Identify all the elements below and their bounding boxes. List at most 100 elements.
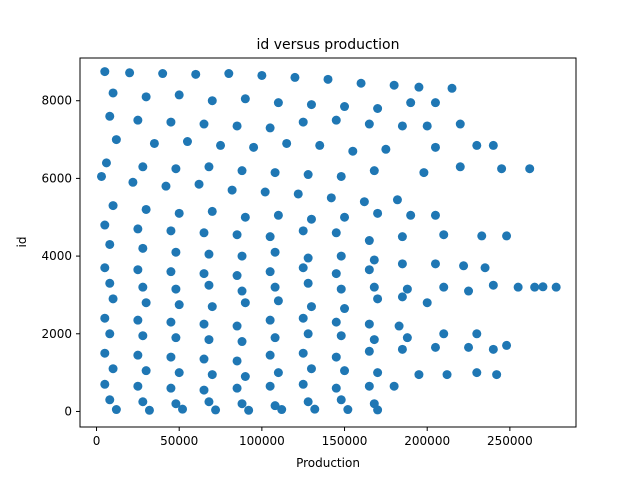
scatter-point — [439, 329, 449, 339]
chart-title: id versus production — [257, 37, 400, 53]
scatter-point — [133, 115, 143, 125]
y-axis-label: id — [15, 237, 29, 248]
scatter-point — [108, 294, 118, 304]
scatter-point — [100, 379, 110, 389]
scatter-point — [298, 313, 308, 323]
scatter-point — [199, 228, 209, 238]
scatter-point — [232, 121, 242, 131]
scatter-point — [298, 348, 308, 358]
scatter-point — [406, 98, 416, 108]
scatter-point — [336, 331, 346, 341]
plot-frame — [79, 57, 577, 428]
scatter-point — [237, 166, 247, 176]
scatter-point — [270, 168, 280, 178]
scatter-point — [373, 103, 383, 113]
scatter-point — [211, 405, 221, 415]
scatter-point — [397, 121, 407, 131]
scatter-point — [100, 313, 110, 323]
scatter-point — [488, 140, 498, 150]
scatter-point — [306, 214, 316, 224]
scatter-point — [422, 121, 432, 131]
y-tick-label: 0 — [64, 404, 72, 418]
scatter-point — [244, 405, 254, 415]
scatter-point — [422, 298, 432, 308]
scatter-point — [488, 344, 498, 354]
scatter-point — [204, 162, 214, 172]
scatter-point — [477, 231, 487, 241]
scatter-point — [108, 88, 118, 98]
scatter-point — [430, 259, 440, 269]
scatter-point — [331, 269, 341, 279]
x-tick-label: 150000 — [322, 434, 368, 448]
scatter-point — [133, 265, 143, 275]
scatter-point — [402, 333, 412, 343]
scatter-point — [166, 267, 176, 277]
x-tick-label: 0 — [93, 434, 101, 448]
scatter-point — [273, 210, 283, 220]
scatter-point — [430, 210, 440, 220]
scatter-point — [331, 115, 341, 125]
scatter-point — [273, 368, 283, 378]
scatter-point — [480, 263, 490, 273]
scatter-point — [464, 342, 474, 352]
scatter-point — [194, 179, 204, 189]
scatter-point — [199, 354, 209, 364]
scatter-point — [303, 253, 313, 263]
scatter-point — [502, 340, 512, 350]
scatter-point — [141, 366, 151, 376]
scatter-point — [439, 282, 449, 292]
scatter-point — [237, 399, 247, 409]
scatter-point — [237, 286, 247, 296]
scatter-point — [227, 185, 237, 195]
x-tick-label: 50000 — [160, 434, 198, 448]
scatter-point — [265, 123, 275, 133]
scatter-point — [336, 395, 346, 405]
scatter-point — [100, 67, 110, 77]
scatter-point — [303, 170, 313, 180]
scatter-point — [270, 333, 280, 343]
x-tick-label: 200000 — [404, 434, 450, 448]
scatter-point — [397, 259, 407, 269]
scatter-point — [323, 74, 333, 84]
scatter-point — [331, 383, 341, 393]
y-axis-ticks: 0 2000 4000 6000 8000 — [41, 94, 80, 418]
scatter-point — [538, 282, 548, 292]
scatter-point — [232, 321, 242, 331]
scatter-point — [141, 204, 151, 214]
x-tick-label: 250000 — [487, 434, 533, 448]
scatter-point — [199, 119, 209, 129]
scatter-point — [171, 284, 181, 294]
scatter-point — [265, 350, 275, 360]
scatter-point — [161, 181, 171, 191]
scatter-point — [105, 329, 115, 339]
scatter-point — [336, 284, 346, 294]
scatter-point — [392, 195, 402, 205]
scatter-point — [303, 397, 313, 407]
scatter-point — [419, 168, 429, 178]
scatter-point — [166, 352, 176, 362]
scatter-point — [199, 269, 209, 279]
scatter-point — [270, 282, 280, 292]
scatter-point — [111, 135, 121, 145]
scatter-point — [207, 370, 217, 380]
scatter-point — [439, 230, 449, 240]
scatter-point — [265, 267, 275, 277]
scatter-point — [141, 92, 151, 102]
scatter-point — [108, 201, 118, 211]
scatter-point — [182, 137, 192, 147]
scatter-point — [232, 230, 242, 240]
scatter-point — [459, 261, 469, 271]
scatter-point — [298, 379, 308, 389]
scatter-point — [513, 282, 523, 292]
scatter-point — [270, 247, 280, 257]
scatter-point — [105, 111, 115, 121]
scatter-point — [389, 80, 399, 90]
scatter-point — [364, 381, 374, 391]
scatter-point — [530, 282, 540, 292]
scatter-point — [364, 265, 374, 275]
scatter-point — [108, 364, 118, 374]
scatter-point — [257, 70, 267, 80]
scatter-point — [336, 171, 346, 181]
scatter-point — [397, 232, 407, 242]
scatter-point — [138, 331, 148, 341]
